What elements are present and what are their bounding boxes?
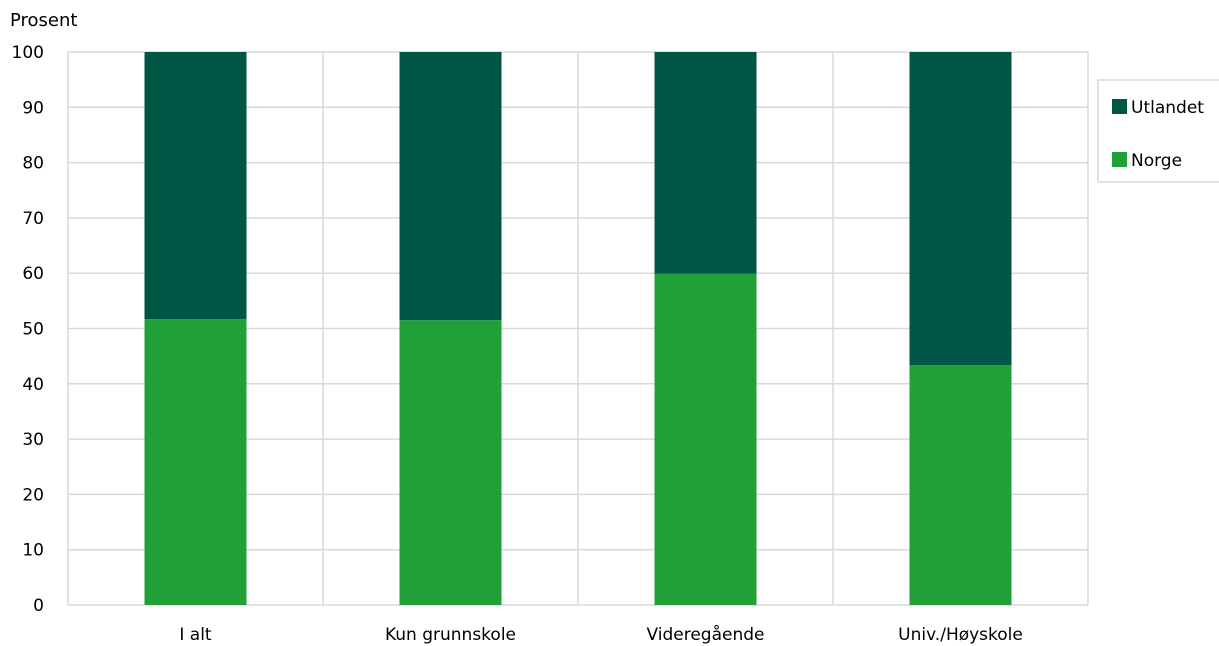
y-tick-label: 80 [22, 154, 44, 174]
y-tick-label: 20 [22, 485, 44, 505]
legend: Utlandet Norge [1097, 79, 1219, 183]
legend-label-utlandet: Utlandet [1131, 98, 1204, 118]
bar-utlandet-4 [909, 52, 1012, 365]
x-axis-categories: I alt Kun grunnskole Videregående Univ./Høy… [179, 624, 1022, 645]
y-tick-label: 90 [22, 98, 44, 118]
x-category-label: Univ./Høyskole [898, 625, 1023, 645]
y-axis-label: Prosent [10, 10, 77, 31]
x-category-label: Videregående [647, 624, 765, 645]
y-axis-ticks: 0 10 20 30 40 50 60 70 80 90 100 [12, 43, 44, 616]
legend-swatch-utlandet [1112, 99, 1127, 114]
y-tick-label: 0 [33, 596, 44, 616]
y-tick-label: 40 [22, 375, 44, 395]
bars [144, 52, 1012, 605]
bar-norge-2 [399, 320, 502, 605]
y-tick-label: 100 [12, 43, 44, 63]
y-tick-label: 60 [22, 264, 44, 284]
bar-norge-1 [144, 319, 247, 605]
bar-utlandet-2 [399, 52, 502, 321]
y-tick-label: 50 [22, 320, 44, 340]
y-tick-label: 70 [22, 209, 44, 229]
x-category-label: Kun grunnskole [385, 625, 516, 645]
x-category-label: I alt [179, 625, 212, 645]
bar-utlandet-3 [654, 52, 757, 274]
legend-label-norge: Norge [1131, 151, 1182, 171]
y-tick-label: 10 [22, 541, 44, 561]
legend-swatch-norge [1112, 152, 1127, 167]
bar-norge-3 [654, 273, 757, 605]
y-tick-label: 30 [22, 430, 44, 450]
bar-utlandet-1 [144, 52, 247, 320]
bar-norge-4 [909, 364, 1012, 605]
